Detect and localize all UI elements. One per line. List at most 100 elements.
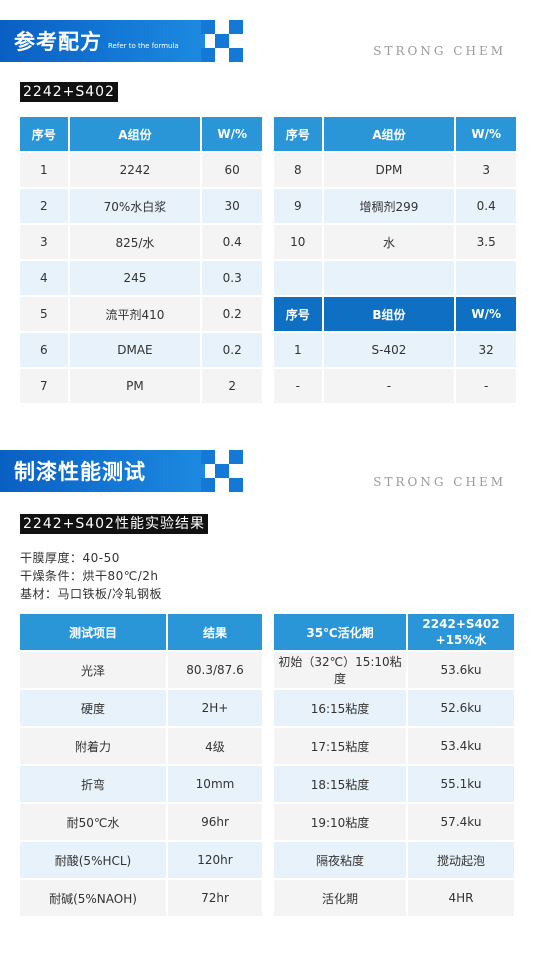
table-cell: 16:15粘度 [274, 690, 406, 726]
table-row: 5 流平剂410 0.2 [20, 297, 262, 331]
table-cell: 5 [20, 297, 68, 331]
formula-tag: 2242+S402 [20, 82, 118, 102]
column-header: W/% [456, 297, 516, 331]
substrate: 基材：马口铁板/冷轧钢板 [20, 587, 163, 601]
table-cell: 3 [20, 225, 68, 259]
table-cell: 0.3 [202, 261, 262, 295]
table-cell: 7 [20, 369, 68, 403]
film-thickness: 干膜厚度：40-50 [20, 551, 120, 565]
table-row: 18:15粘度 55.1ku [274, 766, 514, 802]
table-row: 耐碱(5%NAOH) 72hr [20, 880, 262, 916]
table-row: 折弯 10mm [20, 766, 262, 802]
column-header: A组份 [69, 117, 201, 151]
table-cell: 96hr [168, 804, 262, 840]
test-conditions: 干膜厚度：40-50 干燥条件：烘干80℃/2h 基材：马口铁板/冷轧钢板 [20, 549, 162, 603]
table-cell: 53.4ku [408, 728, 514, 764]
column-header: 结果 [168, 614, 262, 650]
table-row: 17:15粘度 53.4ku [274, 728, 514, 764]
table-cell: 初始（32℃）15:10粘度 [274, 652, 406, 688]
table-row: 光泽 80.3/87.6 [20, 652, 262, 688]
table-row: 耐50℃水 96hr [20, 804, 262, 840]
banner-bar: 制漆性能测试 [0, 450, 205, 492]
table-cell: 0.2 [202, 333, 262, 367]
blank-row [274, 261, 516, 295]
column-header: 35℃活化期 [274, 614, 406, 650]
table-cell: 72hr [168, 880, 262, 916]
table-cell: 1 [20, 153, 68, 187]
drying-condition: 干燥条件：烘干80℃/2h [20, 569, 159, 583]
table-cell: 53.6ku [408, 652, 514, 688]
table-cell: 9 [274, 189, 322, 223]
table-cell: 30 [202, 189, 262, 223]
table-cell: 80.3/87.6 [168, 652, 262, 688]
results-tag: 2242+S402性能实验结果 [20, 514, 208, 534]
table-cell: 2 [20, 189, 68, 223]
checker-decoration-icon [201, 450, 245, 492]
banner-bar: 参考配方 Refer to the formula [0, 20, 205, 62]
column-header: 2242+S402 +15%水 [408, 614, 514, 650]
table-cell: 附着力 [20, 728, 166, 764]
brand-text: STRONG CHEM [373, 475, 506, 489]
section-banner-test: 制漆性能测试 [0, 450, 245, 492]
column-header: 序号 [274, 297, 322, 331]
table-cell: 3 [456, 153, 516, 187]
table-cell: 增稠剂299 [323, 189, 455, 223]
table-row: 4 245 0.3 [20, 261, 262, 295]
column-header: 测试项目 [20, 614, 166, 650]
table-cell: 19:10粘度 [274, 804, 406, 840]
formula-table-right: 序号 A组份 W/% 8 DPM 3 9 增稠剂299 0.4 10 水 3.5 序号 B组份 W/% 1 S… [272, 115, 518, 405]
table-cell: 2242 [69, 153, 201, 187]
table-row: 8 DPM 3 [274, 153, 516, 187]
table-row: --- [274, 369, 516, 403]
table-cell: 17:15粘度 [274, 728, 406, 764]
table-cell [323, 261, 455, 295]
table-row: 10 水 3.5 [274, 225, 516, 259]
table-cell: 60 [202, 153, 262, 187]
table-row: 耐酸(5%HCL) 120hr [20, 842, 262, 878]
table-cell: 活化期 [274, 880, 406, 916]
table-cell [456, 261, 516, 295]
table-cell: 18:15粘度 [274, 766, 406, 802]
table-cell: DMAE [69, 333, 201, 367]
section-title: 参考配方 [14, 30, 102, 54]
table-cell: 搅动起泡 [408, 842, 514, 878]
section-banner-formula: 参考配方 Refer to the formula [0, 20, 245, 62]
table-cell: S-402 [323, 333, 455, 367]
table-cell: 0.2 [202, 297, 262, 331]
table-cell: 水 [323, 225, 455, 259]
table-cell: 57.4ku [408, 804, 514, 840]
table-row: 1 S-402 32 [274, 333, 516, 367]
table-cell: - [323, 369, 455, 403]
table-cell: 1 [274, 333, 322, 367]
column-header: B组份 [323, 297, 455, 331]
table-cell: 52.6ku [408, 690, 514, 726]
table-row: 活化期 4HR [274, 880, 514, 916]
table-cell: 流平剂410 [69, 297, 201, 331]
table-row: 3 825/水 0.4 [20, 225, 262, 259]
table-cell: 70%水白浆 [69, 189, 201, 223]
table-cell: 4HR [408, 880, 514, 916]
table-cell: DPM [323, 153, 455, 187]
table-row: 9 增稠剂299 0.4 [274, 189, 516, 223]
table-row: 2 70%水白浆 30 [20, 189, 262, 223]
section-title: 制漆性能测试 [14, 460, 146, 484]
table-cell: 隔夜粘度 [274, 842, 406, 878]
brand-text: STRONG CHEM [373, 44, 506, 58]
table-row: 硬度 2H+ [20, 690, 262, 726]
table-row: 附着力 4级 [20, 728, 262, 764]
table-cell: - [274, 369, 322, 403]
table-cell: 折弯 [20, 766, 166, 802]
table-cell: 8 [274, 153, 322, 187]
table-cell: 10mm [168, 766, 262, 802]
b-component-header: 序号 B组份 W/% [274, 297, 516, 331]
table-cell: 32 [456, 333, 516, 367]
column-header: A组份 [323, 117, 455, 151]
table-row: 19:10粘度 57.4ku [274, 804, 514, 840]
table-cell: 2H+ [168, 690, 262, 726]
table-cell: 2 [202, 369, 262, 403]
table-row: 16:15粘度 52.6ku [274, 690, 514, 726]
formula-table-left: 序号 A组份 W/% 1 2242 60 2 70%水白浆 30 3 825/水 0.4 4 245 0.… [18, 115, 264, 405]
column-header: 序号 [20, 117, 68, 151]
table-cell: 光泽 [20, 652, 166, 688]
table-cell: PM [69, 369, 201, 403]
